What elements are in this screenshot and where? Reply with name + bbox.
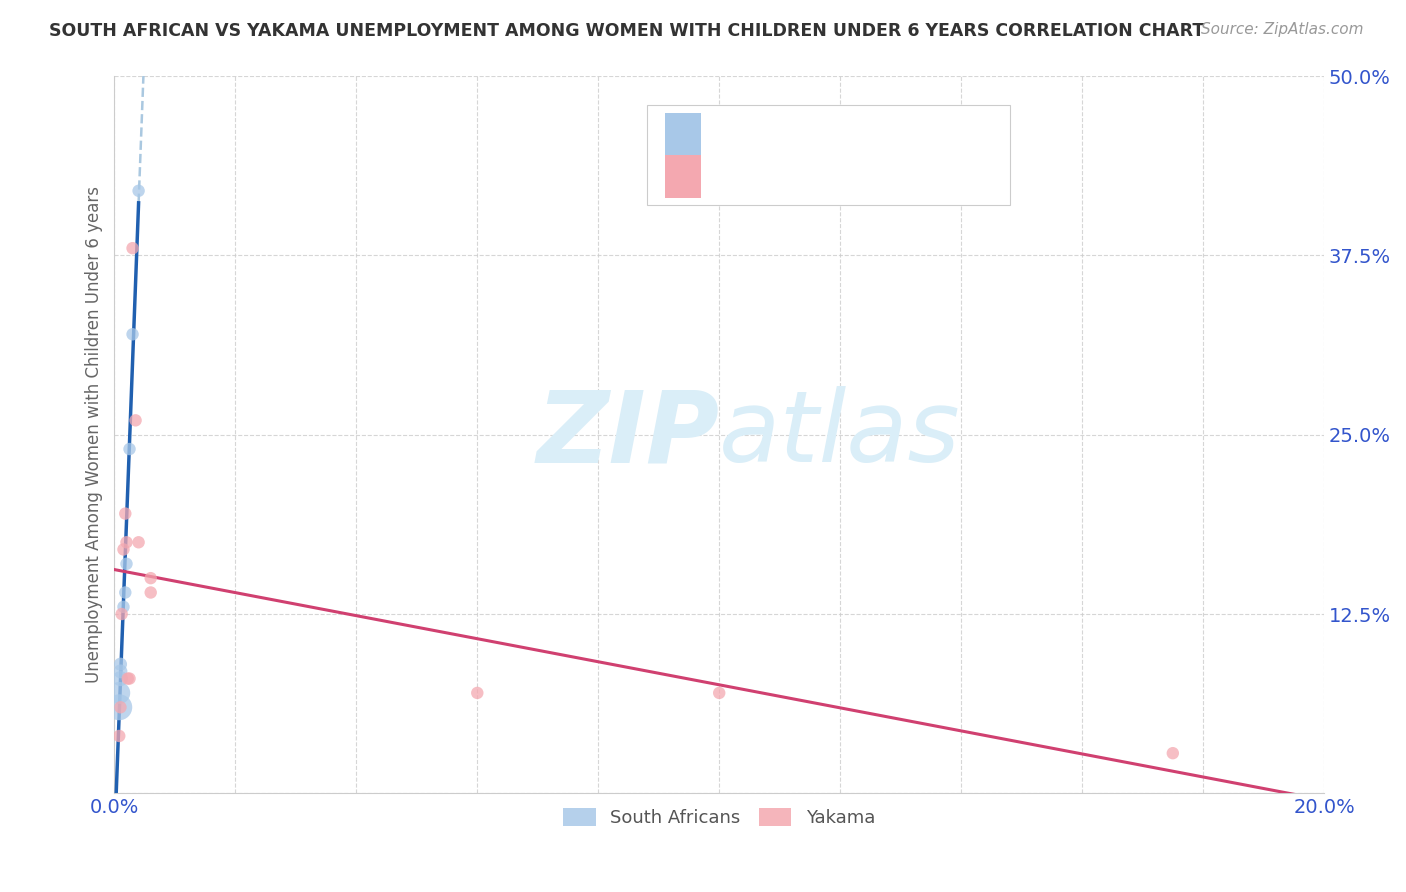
Point <box>465 686 488 700</box>
Text: N = 11: N = 11 <box>876 169 939 187</box>
Point <box>114 507 136 521</box>
Point <box>118 442 141 456</box>
Point <box>128 184 150 198</box>
Point <box>139 585 162 599</box>
Point <box>108 729 131 743</box>
FancyBboxPatch shape <box>665 113 702 156</box>
Text: SOUTH AFRICAN VS YAKAMA UNEMPLOYMENT AMONG WOMEN WITH CHILDREN UNDER 6 YEARS COR: SOUTH AFRICAN VS YAKAMA UNEMPLOYMENT AMO… <box>49 22 1205 40</box>
Y-axis label: Unemployment Among Women with Children Under 6 years: Unemployment Among Women with Children U… <box>86 186 103 683</box>
Point <box>115 557 138 571</box>
Point <box>121 241 143 255</box>
Text: atlas: atlas <box>720 386 960 483</box>
FancyBboxPatch shape <box>665 155 702 198</box>
Point <box>108 686 131 700</box>
Text: ZIP: ZIP <box>536 386 720 483</box>
Point <box>118 672 141 686</box>
Point <box>110 672 132 686</box>
Point <box>114 585 136 599</box>
Point <box>709 686 731 700</box>
Text: Source: ZipAtlas.com: Source: ZipAtlas.com <box>1201 22 1364 37</box>
Point <box>117 672 139 686</box>
Point <box>124 413 146 427</box>
Point <box>108 700 131 714</box>
Point <box>111 607 134 621</box>
Point <box>112 542 135 557</box>
Legend: South Africans, Yakama: South Africans, Yakama <box>557 801 882 835</box>
Point <box>110 665 132 679</box>
Point <box>110 657 132 672</box>
Text: R =  0.873: R = 0.873 <box>725 126 821 144</box>
Text: R = -0.220: R = -0.220 <box>725 169 823 187</box>
Point <box>121 327 143 342</box>
FancyBboxPatch shape <box>647 104 1010 205</box>
Point <box>1161 746 1184 760</box>
Point <box>128 535 150 549</box>
Text: N = 11: N = 11 <box>876 126 939 144</box>
Point <box>115 535 138 549</box>
Point <box>112 599 135 614</box>
Point <box>139 571 162 585</box>
Point <box>110 700 132 714</box>
